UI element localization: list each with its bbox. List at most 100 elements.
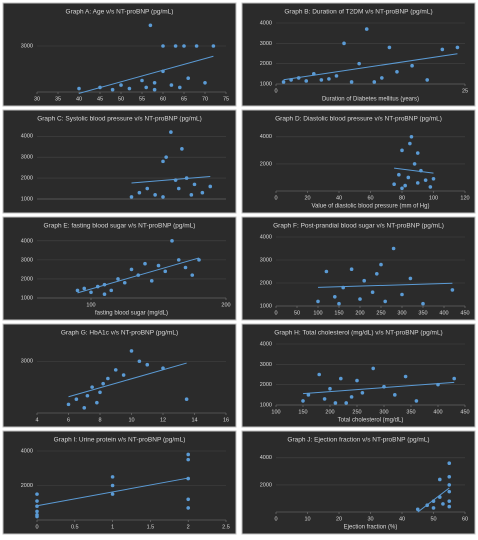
point [82,286,87,291]
y-tick-label: 1000 [260,402,272,408]
y-tick-label: 2000 [260,161,272,167]
point [301,399,305,403]
point [360,391,365,395]
x-tick-label: 12 [160,417,166,423]
point [127,86,132,91]
point [370,290,375,294]
x-tick-label: 6 [67,417,70,423]
point [170,239,174,243]
chart-panel: Graph C: Systolic blood pressure v/s NT-… [2,109,237,214]
point [447,489,452,494]
x-tick-label: 30 [367,516,373,522]
point [90,385,94,389]
y-tick-label: 4000 [260,234,272,240]
chart-title: Graph H: Total cholesterol (mg/dL) v/s N… [274,330,442,337]
x-tick-label: 100 [271,409,280,415]
x-tick-label: 35 [55,96,61,102]
x-tick-label: 0.5 [71,524,79,530]
y-tick-label: 3000 [260,257,272,263]
x-tick-label: 20 [304,195,310,201]
x-tick-label: 1.5 [147,524,155,530]
y-tick-label: 2000 [21,483,33,489]
x-tick-label: 50 [118,96,124,102]
y-tick-label: 1000 [21,295,33,301]
point [400,186,404,191]
point [194,44,199,48]
point [186,76,190,80]
panel-background [2,216,237,321]
x-tick-label: 450 [460,310,469,316]
point [169,130,173,134]
point [415,181,420,185]
x-tick-label: 75 [223,96,229,102]
x-tick-label: 1 [111,524,114,530]
point [431,506,436,510]
point [447,483,452,487]
x-tick-label: 30 [34,96,40,102]
point [180,147,184,151]
chart-title: Graph D: Diastolic blood pressure v/s NT… [275,116,442,123]
point [143,261,147,266]
point [380,76,384,80]
point [129,267,134,272]
point [152,87,157,92]
x-tick-label: 350 [406,409,415,415]
trendline [78,55,214,94]
point [121,373,126,377]
y-tick-label: 4000 [260,341,272,347]
point [156,263,161,268]
point [397,172,401,177]
x-axis-label: Total cholesterol (mg/dL) [338,418,404,424]
trendline [417,487,450,513]
trendline [36,477,189,507]
trendline [131,176,211,184]
point [176,186,181,191]
chart-panel: Graph A: Age v/s NT-proBNP (pg/mL) 3000 30… [2,2,237,107]
chart-title: Graph A: Age v/s NT-proBNP (pg/mL) [66,9,174,16]
point [379,262,383,267]
point [337,301,341,306]
point [75,288,80,293]
point [110,492,115,496]
x-tick-label: 2 [187,524,190,530]
x-tick-label: 60 [160,96,166,102]
point [149,279,154,283]
x-tick-label: 350 [418,310,427,316]
y-tick-label: 4000 [260,20,272,26]
point [98,390,102,395]
point [35,499,39,503]
x-axis-label: Value of diastolic blood pressure (mm of… [312,204,430,210]
x-tick-label: 300 [379,409,388,415]
point [392,182,396,187]
x-tick-label: 0 [274,310,277,316]
point [281,80,286,84]
point [342,41,346,46]
point [153,193,157,197]
point [203,81,207,85]
y-tick-label: 1000 [260,81,272,87]
x-tick-label: 0 [274,88,277,94]
point [85,393,90,398]
y-tick-label: 4000 [21,238,33,244]
point [415,507,420,512]
x-tick-label: 65 [181,96,187,102]
x-tick-label: 50 [294,310,300,316]
point [349,267,354,271]
point [113,368,118,372]
point [152,81,157,85]
panel-background [2,109,237,214]
point [357,61,361,66]
x-tick-label: 40 [76,96,82,102]
y-tick-label: 3000 [21,257,33,263]
point [161,195,165,199]
point [110,483,115,488]
trendline [77,257,200,294]
trendline [394,167,434,174]
x-tick-label: 50 [430,516,436,522]
x-tick-label: 45 [97,96,103,102]
point [197,258,201,262]
trendline [302,381,455,395]
x-axis-label: Duration of Diabetes mellitus (years) [322,97,419,103]
y-tick-label: 2000 [260,280,272,286]
point [161,159,165,164]
